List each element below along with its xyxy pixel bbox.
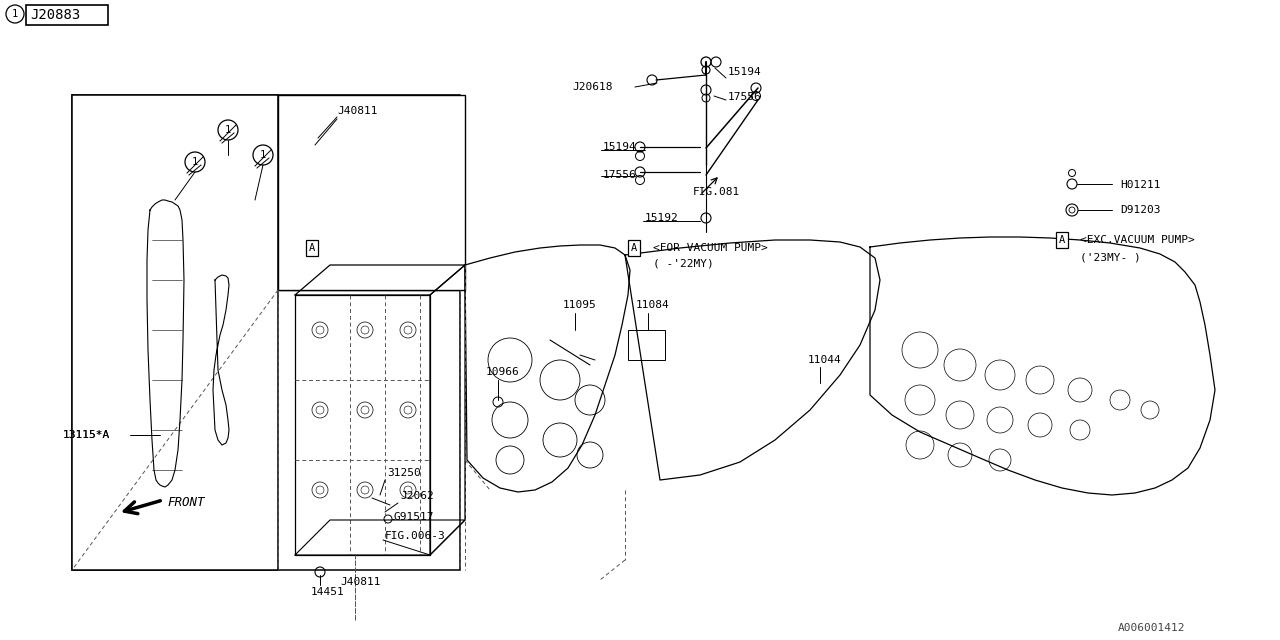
Text: 13115*A: 13115*A [63, 430, 110, 440]
Bar [628, 330, 666, 360]
Bar [72, 95, 278, 570]
Text: J20618: J20618 [572, 82, 613, 92]
Text: 1: 1 [260, 150, 266, 160]
Text: 10966: 10966 [486, 367, 520, 377]
Text: 1: 1 [225, 125, 232, 135]
Bar [72, 95, 460, 570]
Text: FIG.081: FIG.081 [692, 187, 740, 197]
Text: D91203: D91203 [1120, 205, 1161, 215]
Text: ( -'22MY): ( -'22MY) [653, 258, 714, 268]
Text: 1: 1 [192, 157, 198, 167]
Text: G91517: G91517 [394, 512, 434, 522]
Text: 17556: 17556 [728, 92, 762, 102]
Text: J40811: J40811 [340, 577, 380, 587]
Bar [278, 95, 460, 290]
Text: FRONT: FRONT [166, 495, 205, 509]
Text: 11095: 11095 [563, 300, 596, 310]
Text: 11084: 11084 [636, 300, 669, 310]
Text: 11044: 11044 [808, 355, 842, 365]
Text: FIG.006-3: FIG.006-3 [385, 531, 445, 541]
Text: 17556: 17556 [603, 170, 636, 180]
Text: <FOR VACUUM PUMP>: <FOR VACUUM PUMP> [653, 243, 768, 253]
Text: J2062: J2062 [399, 491, 434, 501]
Bar [278, 95, 465, 290]
Text: 15192: 15192 [645, 213, 678, 223]
Text: 15194: 15194 [603, 142, 636, 152]
Text: J40811: J40811 [337, 106, 378, 116]
Text: 13115*A: 13115*A [63, 430, 110, 440]
Text: A: A [308, 243, 315, 253]
Text: 15194: 15194 [728, 67, 762, 77]
Text: A: A [1059, 235, 1065, 245]
Text: A: A [631, 243, 637, 253]
Text: H01211: H01211 [1120, 180, 1161, 190]
Bar [26, 5, 108, 25]
Text: <EXC.VACUUM PUMP>: <EXC.VACUUM PUMP> [1080, 235, 1194, 245]
Text: 1: 1 [12, 9, 18, 19]
Text: ('23MY- ): ('23MY- ) [1080, 252, 1140, 262]
Text: A006001412: A006001412 [1117, 623, 1185, 633]
Text: 31250: 31250 [387, 468, 421, 478]
Text: 14451: 14451 [311, 587, 344, 597]
Text: J20883: J20883 [29, 8, 81, 22]
